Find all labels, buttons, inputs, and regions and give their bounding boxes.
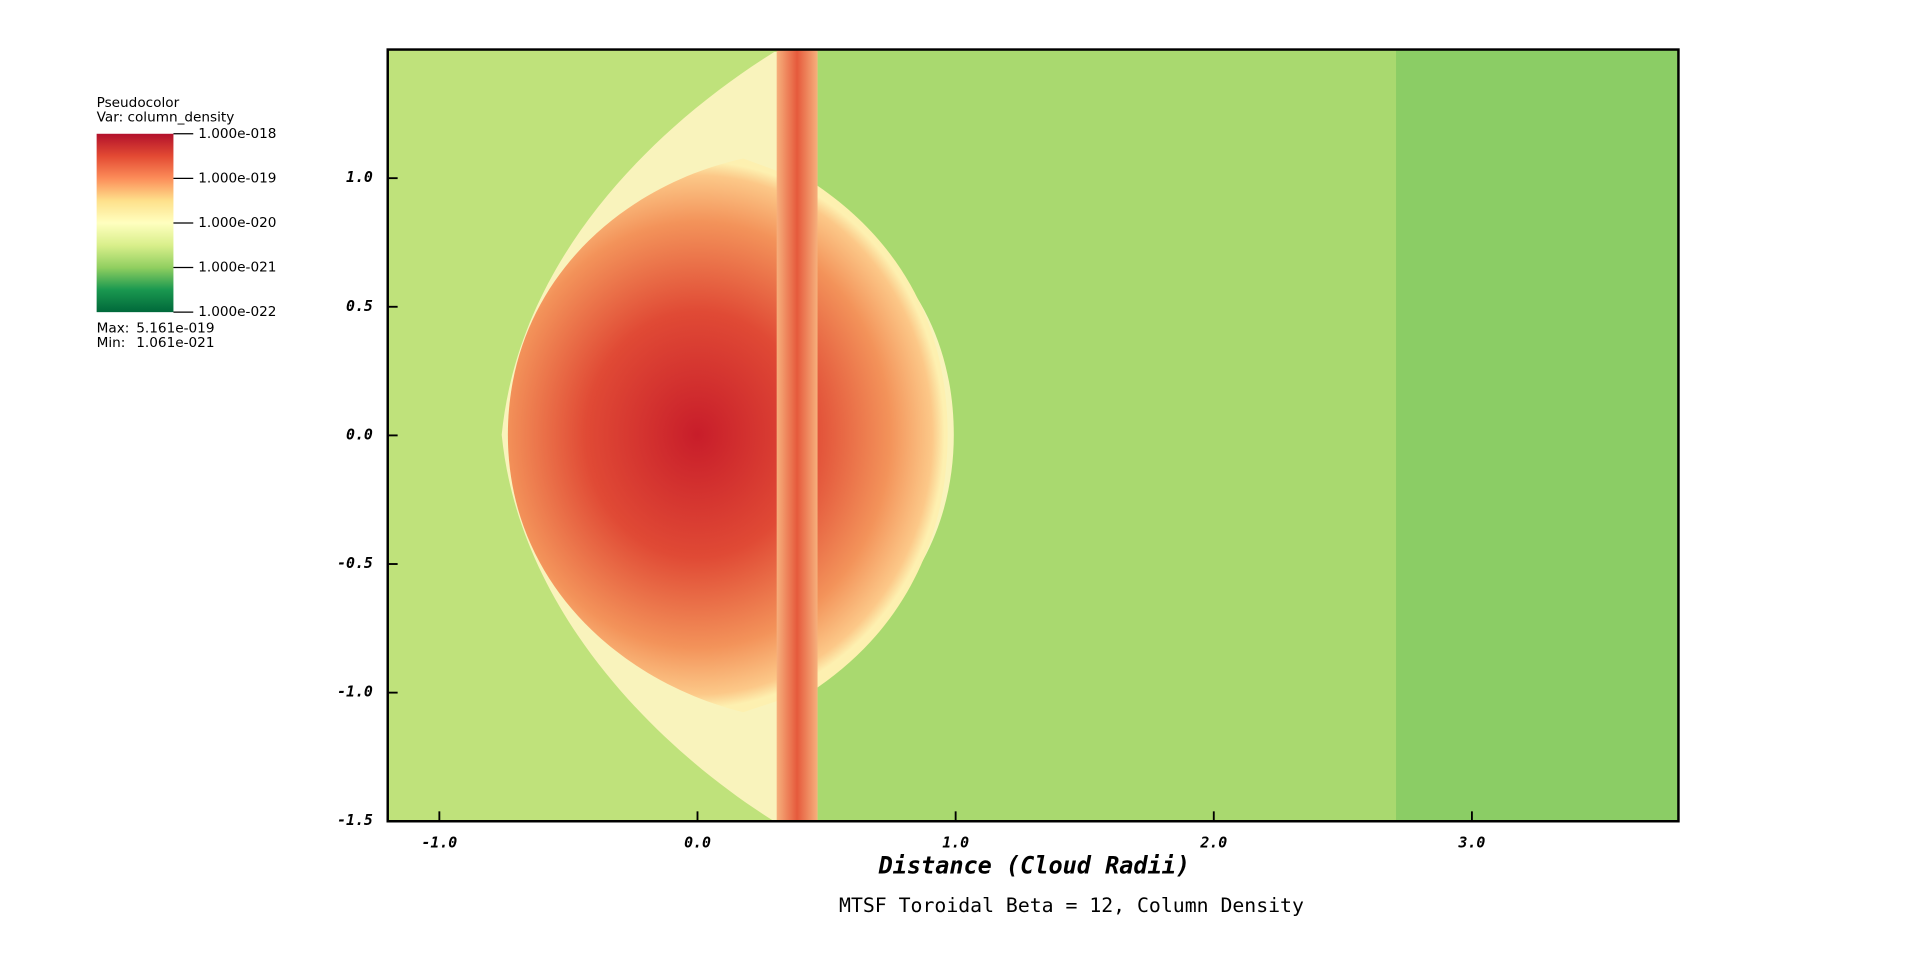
legend-variable: Var: column_density: [97, 110, 235, 126]
colorbar-tick-label: 1.000e-021: [198, 260, 276, 276]
chart-title: MTSF Toroidal Beta = 12, Column Density: [839, 894, 1304, 917]
y-tick-label: -1.5: [337, 811, 373, 829]
y-tick-label: 0.5: [346, 297, 373, 315]
x-tick-label: 1.0: [942, 834, 969, 852]
legend-title: Pseudocolor: [97, 95, 180, 111]
y-tick-label: 0.0: [346, 425, 373, 443]
max-value: 5.161e-019: [136, 320, 214, 336]
x-tick-label: 0.0: [684, 834, 711, 852]
min-label: Min:: [97, 335, 126, 351]
field: [387, 49, 1679, 822]
colorbar-tick-label: 1.000e-020: [198, 215, 276, 231]
y-tick-label: -0.5: [337, 554, 373, 572]
colorbar-tick-label: 1.000e-018: [198, 126, 276, 142]
colorbar: [96, 133, 174, 313]
x-tick-label: 3.0: [1458, 834, 1486, 852]
colorbar-tick-label: 1.000e-022: [198, 304, 276, 320]
colorbar-tick-label: 1.000e-019: [198, 170, 276, 186]
x-tick-label: 2.0: [1199, 834, 1227, 852]
x-axis-label: Distance (Cloud Radii): [878, 852, 1190, 880]
max-label: Max:: [97, 320, 130, 336]
min-value: 1.061e-021: [136, 335, 214, 351]
x-tick-label: -1.0: [421, 834, 457, 852]
y-tick-label: -1.0: [337, 683, 373, 701]
y-tick-label: 1.0: [346, 168, 373, 186]
